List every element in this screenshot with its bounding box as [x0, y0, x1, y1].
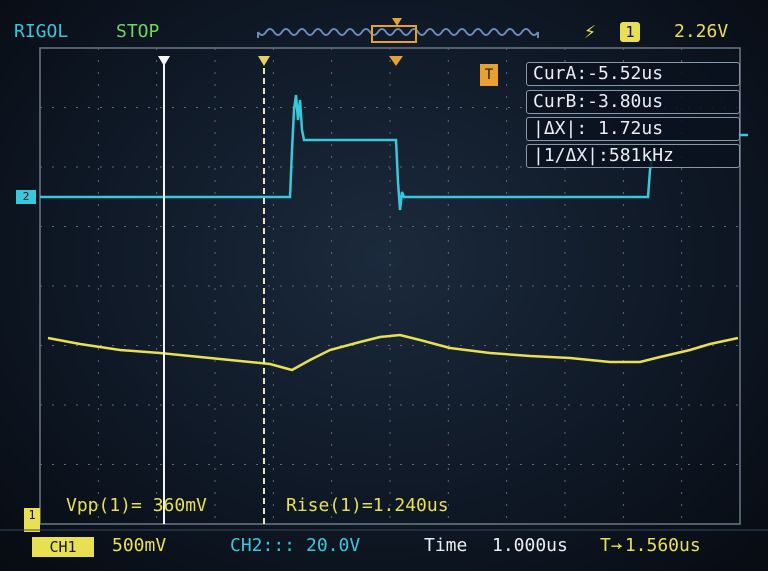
delta-x-readout: |ΔX|: 1.72us: [526, 117, 740, 141]
ch2-waveform: [40, 94, 654, 211]
ch2-label[interactable]: CH2:::: [230, 535, 296, 556]
ch1-ground-marker: 1: [24, 508, 40, 532]
memory-position-bar: [257, 18, 539, 43]
delta-x-value: |ΔX|: 1.72us: [533, 118, 664, 139]
run-status-label[interactable]: STOP: [116, 21, 160, 42]
timebase-value[interactable]: 1.000us: [492, 535, 568, 556]
vpp-measurement: Vpp(1)= 360mV: [66, 495, 207, 516]
brand-label: RIGOL: [14, 21, 69, 42]
memory-bar-waveform: [257, 28, 539, 38]
trigger-position-marker: [389, 56, 403, 66]
trigger-level-value: 2.26V: [674, 21, 729, 42]
rise-measurement: Rise(1)=1.240us: [286, 495, 449, 516]
time-label: Time: [424, 535, 468, 556]
cursor-a-value: CurA:-5.52us: [533, 63, 664, 84]
ch2-scale-value[interactable]: 20.0V: [306, 535, 361, 556]
graticule-grid: [40, 48, 740, 524]
frequency-value: |1/ΔX|:581kHz: [533, 145, 674, 166]
cursor-b-readout: CurB:-3.80us: [526, 90, 740, 114]
ch1-scale-value[interactable]: 500mV: [112, 535, 167, 556]
memory-trigger-marker: [392, 18, 402, 26]
ch1-badge[interactable]: CH1: [32, 537, 94, 557]
frequency-readout: |1/ΔX|:581kHz: [526, 144, 740, 168]
trigger-icon: T: [480, 64, 498, 86]
trigger-source-badge: 1: [620, 22, 640, 42]
status-bar: [0, 529, 768, 531]
memory-window: [371, 25, 417, 43]
cursor-b-handle: [258, 56, 270, 66]
cursor-a-handle: [158, 56, 170, 66]
trigger-position-value[interactable]: -1.560us: [614, 535, 701, 556]
cursor-a-readout: CurA:-5.52us: [526, 62, 740, 86]
ch2-ground-marker: 2: [16, 190, 36, 204]
rising-edge-icon: ⚡: [584, 19, 597, 43]
cursor-b-value: CurB:-3.80us: [533, 91, 664, 112]
ch1-waveform: [47, 333, 739, 372]
trigger-offset-icon: T→: [600, 535, 622, 556]
